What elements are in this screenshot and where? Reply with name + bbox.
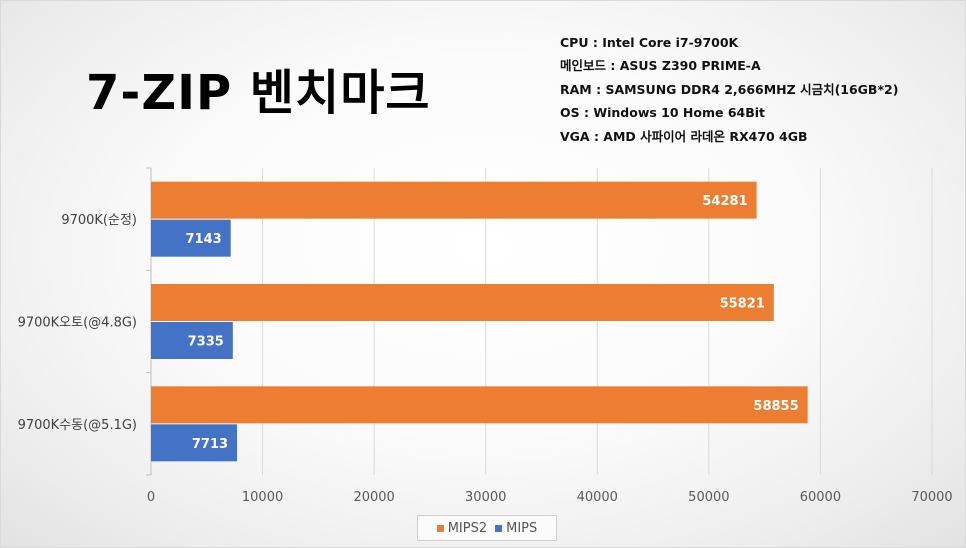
data-label: 58855 xyxy=(753,399,798,414)
x-tick-label: 40000 xyxy=(577,490,618,505)
spec-os: OS : Windows 10 Home 64Bit xyxy=(560,105,766,121)
legend: MIPS2 MIPS xyxy=(417,515,557,541)
category-label: 9700K(순정) xyxy=(61,213,137,228)
x-tick-label: 60000 xyxy=(800,490,841,505)
category-label: 9700K수동(@5.1G) xyxy=(18,418,137,433)
legend-item-mips: MIPS xyxy=(495,521,537,536)
bar-mips2 xyxy=(151,181,757,219)
spec-vga: VGA : AMD 사파이어 라데온 RX470 4GB xyxy=(560,128,808,144)
bar-mips xyxy=(151,424,238,462)
data-label: 55821 xyxy=(720,297,765,312)
data-label: 7335 xyxy=(188,335,224,350)
system-specs: CPU : Intel Core i7-9700K 메인보드 : ASUS Z3… xyxy=(560,31,898,148)
x-tick-label: 50000 xyxy=(688,490,729,505)
data-label: 7713 xyxy=(192,437,228,452)
legend-label-mips: MIPS xyxy=(506,520,538,536)
x-tick-label: 20000 xyxy=(353,490,394,505)
spec-mainboard: 메인보드 : ASUS Z390 PRIME-A xyxy=(560,58,761,74)
category-label: 9700K오토(@4.8G) xyxy=(18,316,137,331)
data-label: 54281 xyxy=(702,194,747,209)
x-tick-label: 70000 xyxy=(911,490,952,505)
spec-cpu: CPU : Intel Core i7-9700K xyxy=(560,35,739,50)
x-tick-label: 30000 xyxy=(465,490,506,505)
x-tick-label: 0 xyxy=(147,490,155,505)
legend-swatch-mips xyxy=(495,524,503,532)
bar-mips2 xyxy=(151,386,808,424)
legend-label-mips2: MIPS2 xyxy=(447,520,488,536)
spec-ram: RAM : SAMSUNG DDR4 2,666MHZ 시금치(16GB*2) xyxy=(560,81,899,97)
data-label: 7143 xyxy=(186,232,222,247)
bar-mips2 xyxy=(151,284,774,321)
legend-swatch-mips2 xyxy=(436,524,444,532)
legend-item-mips2: MIPS2 xyxy=(436,520,488,536)
chart-title: 7-ZIP 벤치마크 xyxy=(86,65,431,121)
bar-mips xyxy=(151,219,231,257)
bar-mips xyxy=(151,322,233,359)
x-tick-label: 10000 xyxy=(242,490,283,505)
